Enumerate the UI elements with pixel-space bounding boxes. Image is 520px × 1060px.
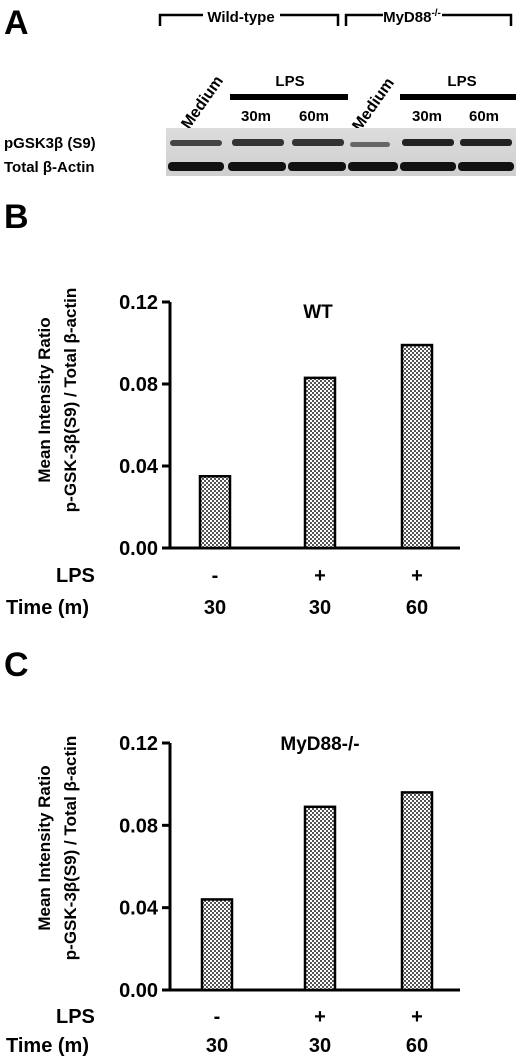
myd88-bracket [344,13,513,26]
panel-b-letter: B [4,198,29,236]
time-60m-myd88: 60m [469,108,499,125]
panel-c-ylabel-line2: p-GSK-3β(S9) / Total β-actin [61,736,80,960]
lps-bar-wt [230,94,348,100]
lps-bar-myd88 [400,94,516,100]
panel-b-ylabel-line2: p-GSK-3β(S9) / Total β-actin [61,288,80,512]
western-blot [166,128,516,176]
wild-type-label: Wild-type [207,9,274,26]
panel-b-bar [198,475,232,550]
wild-type-bracket [158,13,340,26]
panel-b-time-value: 60 [406,597,428,619]
medium-label-myd88: Medium [349,75,398,134]
panel-c-row-label-time: Time (m) [6,1035,89,1057]
panel-b-time-value: 30 [204,597,226,619]
panel-c-ylabel-line1: Mean Intensity Ratio [35,765,54,930]
time-30m-myd88: 30m [412,108,442,125]
panel-b-ytick-label: 0.12 [119,292,158,314]
panel-b-bar [400,343,434,550]
panel-b-row-label-lps: LPS [56,565,95,587]
panel-b-lps-value: - [212,565,219,587]
panel-c-bar [400,791,434,992]
panel-c-time-value: 30 [309,1035,331,1057]
panel-c-ytick-label: 0.00 [119,980,158,1002]
lps-label-wt: LPS [275,73,304,90]
panel-c-lps-value: - [214,1006,221,1028]
panel-c-ytick-label: 0.04 [119,898,159,920]
row-label-pgsk3b: pGSK3β (S9) [4,135,96,152]
panel-c-bar [303,805,337,992]
panel-c-row-label-lps: LPS [56,1006,95,1028]
panel-b-title: WT [303,302,333,323]
panel-b-ytick-label: 0.08 [119,374,158,396]
panel-c-lps-value: + [411,1006,423,1028]
row-label-actin: Total β-Actin [4,159,95,176]
panel-c-bar [200,898,234,992]
panel-b-time-value: 30 [309,597,331,619]
panel-b-ytick-label: 0.04 [119,456,159,478]
panel-c-time-value: 60 [406,1035,428,1057]
panel-c-letter: C [4,646,29,684]
panel-b-ytick-label: 0.00 [119,538,158,560]
panel-b-row-label-time: Time (m) [6,597,89,619]
panel-c-time-value: 30 [206,1035,228,1057]
medium-label-wt: Medium [178,73,227,132]
panel-a-letter: A [4,4,29,42]
panel-b-lps-value: + [314,565,326,587]
panel-b-ylabel-line1: Mean Intensity Ratio [35,317,54,482]
panel-a: A Wild-type MyD88-/- Medium Medium LPS L… [4,4,516,176]
panel-c-chart: C Mean Intensity Ratio p-GSK-3β(S9) / Tota… [4,646,460,1057]
panel-c-ytick-label: 0.12 [119,733,158,755]
panel-c-lps-value: + [314,1006,326,1028]
time-30m-wt: 30m [241,108,271,125]
panel-b-lps-value: + [411,565,423,587]
time-60m-wt: 60m [299,108,329,125]
panel-c-ytick-label: 0.08 [119,815,158,837]
panel-b-chart: B Mean Intensity Ratio p-GSK-3β(S9) / Tota… [4,198,460,619]
panel-b-bar [303,376,337,550]
panel-c-title: MyD88-/- [280,734,359,755]
myd88-label: MyD88-/- [383,8,441,26]
lps-label-myd88: LPS [447,73,476,90]
